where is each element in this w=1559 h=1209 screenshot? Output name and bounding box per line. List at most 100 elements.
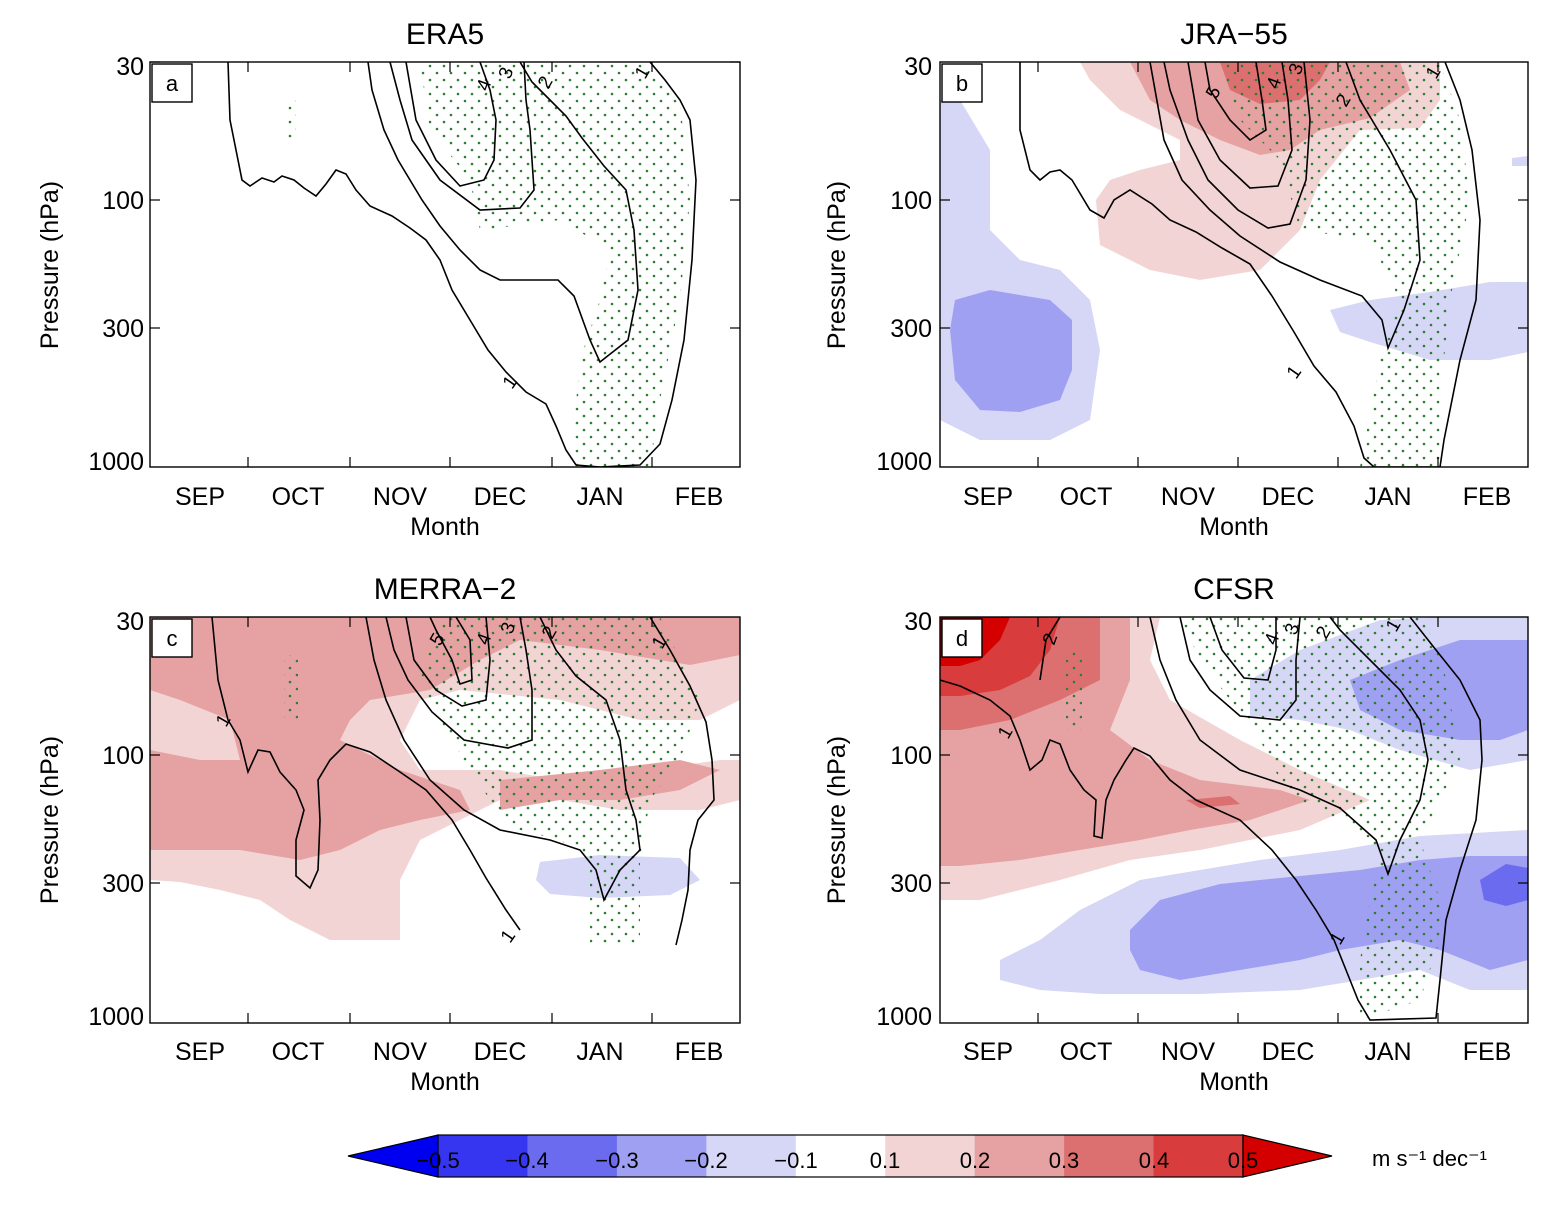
panel-c: MERRA−2 5 4 3 2 1 1 1	[36, 573, 741, 1096]
x-tick-label: SEP	[175, 483, 225, 511]
colorbar-cells	[347, 1134, 1333, 1178]
x-tick-labels: SEP OCT NOV DEC JAN FEB	[963, 1038, 1511, 1066]
x-axis-label: Month	[410, 513, 479, 541]
y-axis-ticks	[940, 754, 1528, 884]
colorbar-label: −0.5	[416, 1148, 459, 1173]
x-axis-ticks	[1037, 617, 1439, 1023]
colorbar-cell	[885, 1135, 976, 1177]
panel-letter: a	[166, 71, 179, 96]
colorbar-frame	[437, 1134, 1244, 1178]
panel-title: JRA−55	[1180, 18, 1288, 51]
y-tick-label: 300	[890, 315, 932, 343]
x-tick-labels: SEP OCT NOV DEC JAN FEB	[175, 1038, 723, 1066]
plot-frame	[939, 616, 1529, 1024]
x-tick-label: DEC	[1262, 1038, 1315, 1066]
x-tick-label: NOV	[373, 1038, 428, 1066]
x-tick-label: DEC	[1262, 483, 1315, 511]
y-axis-label: Pressure (hPa)	[823, 736, 851, 904]
colorbar-label: 0.1	[870, 1148, 901, 1173]
colorbar-label: −0.3	[595, 1148, 638, 1173]
y-tick-label: 300	[102, 315, 144, 343]
panel-b: JRA−55 5 4 3 2 1 1	[823, 18, 1529, 541]
colorbar-label: −0.1	[774, 1148, 817, 1173]
x-tick-label: SEP	[963, 1038, 1013, 1066]
x-tick-label: JAN	[576, 483, 623, 511]
y-tick-label: 100	[102, 742, 144, 770]
x-tick-label: FEB	[1463, 483, 1512, 511]
x-tick-label: NOV	[1161, 1038, 1216, 1066]
y-tick-labels: 30 100 300 1000	[88, 608, 144, 1031]
x-axis-label: Month	[1199, 513, 1268, 541]
plot-area: 4 3 2 2 1 1 1	[940, 617, 1528, 1021]
colorbar-cell	[438, 1135, 528, 1177]
y-tick-label: 300	[102, 870, 144, 898]
colorbar-cell	[974, 1135, 1065, 1177]
colorbar-label: 0.5	[1228, 1148, 1259, 1173]
colorbar-label: 0.2	[960, 1148, 991, 1173]
stipple-region	[286, 100, 296, 140]
shade-neg	[950, 290, 1072, 412]
x-axis-label: Month	[1199, 1068, 1268, 1096]
contour-label: 1	[1283, 362, 1306, 383]
stipple-region	[420, 617, 700, 945]
x-tick-label: FEB	[675, 1038, 724, 1066]
colorbar-cell	[616, 1135, 707, 1177]
colorbar-cell	[795, 1135, 886, 1177]
y-axis-ticks	[150, 754, 740, 884]
panel-letter-box: d	[941, 618, 983, 658]
y-tick-labels: 30 100 300 1000	[88, 53, 144, 476]
x-tick-label: DEC	[474, 1038, 527, 1066]
y-axis-ticks	[150, 61, 740, 329]
shade-neg	[1480, 864, 1528, 906]
x-tick-label: JAN	[1364, 1038, 1411, 1066]
contour-label: 1	[499, 372, 522, 393]
x-axis-ticks	[247, 62, 653, 467]
panel-letter-box: c	[151, 618, 193, 658]
panel-letter: d	[956, 626, 968, 651]
y-tick-label: 1000	[88, 1003, 144, 1031]
y-axis-label: Pressure (hPa)	[36, 181, 64, 349]
panel-title: ERA5	[406, 18, 484, 51]
x-tick-label: JAN	[576, 1038, 623, 1066]
contours	[1019, 62, 1481, 467]
colorbar-label: 0.4	[1139, 1148, 1170, 1173]
colorbar-cell	[706, 1135, 797, 1177]
y-tick-label: 100	[890, 187, 932, 215]
x-tick-label: OCT	[272, 483, 325, 511]
x-tick-label: SEP	[963, 483, 1013, 511]
colorbar-units: m s⁻¹ dec⁻¹	[1372, 1146, 1487, 1171]
y-tick-label: 30	[116, 53, 144, 81]
y-tick-label: 30	[116, 608, 144, 636]
colorbar-labels: −0.5 −0.4 −0.3 −0.2 −0.1 0.1 0.2 0.3 0.4…	[416, 1148, 1258, 1173]
contours	[940, 617, 1483, 1021]
y-axis-ticks	[940, 199, 1528, 329]
x-tick-label: SEP	[175, 1038, 225, 1066]
x-tick-labels: SEP OCT NOV DEC JAN FEB	[963, 483, 1511, 511]
panel-title: MERRA−2	[374, 573, 517, 606]
plot-area: 5 4 3 2 1 1	[940, 62, 1528, 467]
y-tick-label: 1000	[876, 1003, 932, 1031]
x-tick-label: OCT	[1060, 483, 1113, 511]
colorbar-cell	[1153, 1135, 1244, 1177]
plot-frame	[149, 61, 741, 468]
stipple-region	[284, 655, 298, 720]
panel-d: CFSR 4 3 2	[823, 573, 1529, 1096]
x-tick-label: DEC	[474, 483, 527, 511]
panel-letter: c	[167, 626, 178, 651]
x-axis-ticks	[247, 617, 653, 1023]
panel-letter-box: a	[151, 63, 193, 103]
colorbar-label: −0.4	[505, 1148, 548, 1173]
contour-label: 1	[497, 926, 520, 947]
contours	[211, 617, 715, 946]
x-tick-label: OCT	[1060, 1038, 1113, 1066]
y-tick-label: 1000	[88, 448, 144, 476]
x-tick-label: FEB	[1463, 1038, 1512, 1066]
shade-neg	[1512, 156, 1528, 166]
panel-letter-box: b	[941, 63, 983, 103]
plot-frame	[149, 616, 741, 1024]
x-tick-label: OCT	[272, 1038, 325, 1066]
y-tick-labels: 30 100 300 1000	[876, 608, 932, 1031]
colorbar: −0.5 −0.4 −0.3 −0.2 −0.1 0.1 0.2 0.3 0.4…	[347, 1134, 1487, 1178]
y-tick-label: 100	[102, 187, 144, 215]
